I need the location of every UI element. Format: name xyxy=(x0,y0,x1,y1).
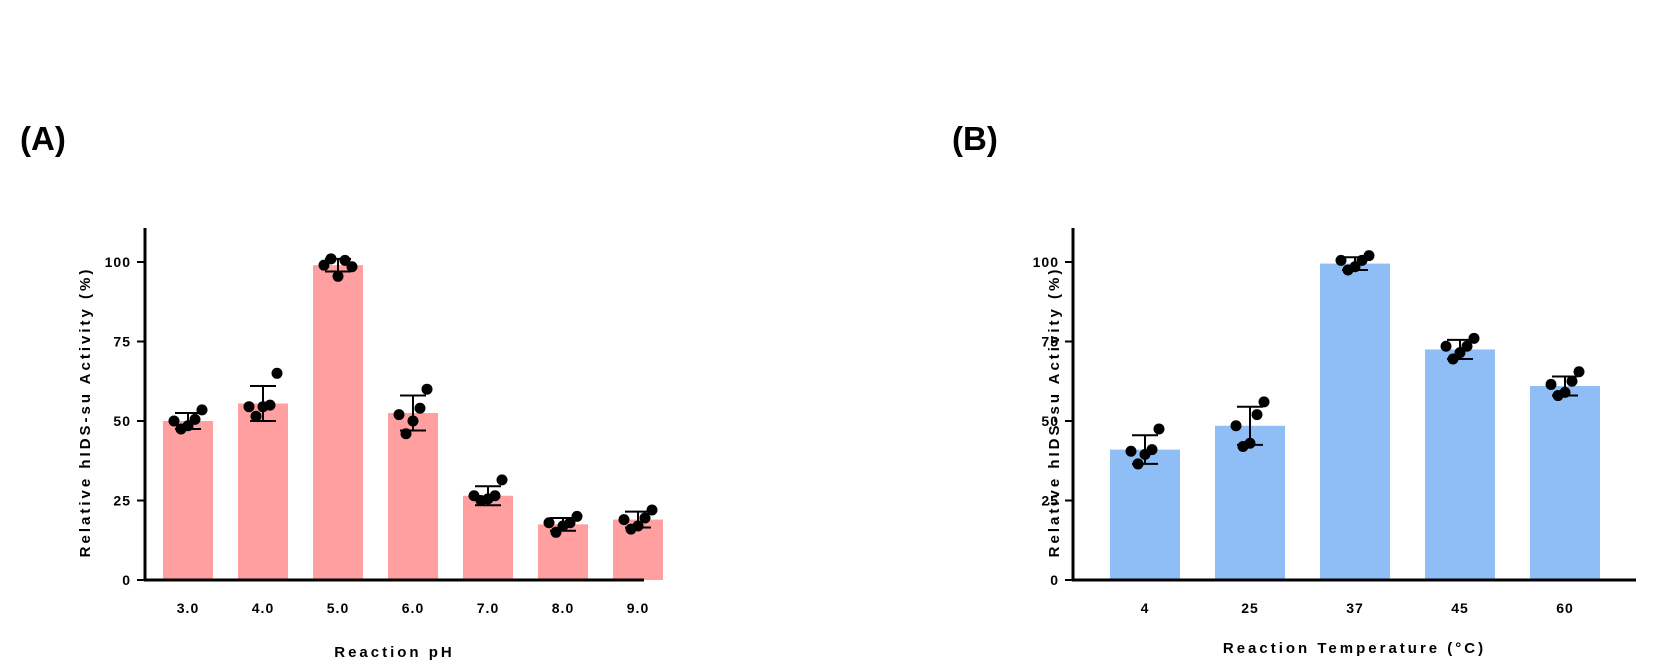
data-point xyxy=(421,383,433,395)
data-point xyxy=(243,401,255,413)
bar-3.0 xyxy=(163,421,213,580)
data-point xyxy=(496,474,508,486)
y-tick-label: 75 xyxy=(113,334,131,350)
x-tick-label: 7.0 xyxy=(477,600,499,616)
data-point xyxy=(1125,445,1137,457)
data-point xyxy=(1454,347,1466,359)
x-tick-label: 8.0 xyxy=(552,600,574,616)
data-point xyxy=(346,261,358,273)
data-point xyxy=(182,420,194,432)
data-point xyxy=(1468,332,1480,344)
data-point xyxy=(414,402,426,414)
bar-6.0 xyxy=(388,413,438,580)
data-point xyxy=(564,517,576,529)
y-tick-label: 100 xyxy=(1033,254,1059,270)
data-point xyxy=(339,254,351,266)
x-tick-label: 25 xyxy=(1241,600,1259,616)
data-point xyxy=(632,520,644,532)
bar-45 xyxy=(1425,349,1495,580)
y-tick-label: 100 xyxy=(105,254,131,270)
y-tick-label: 25 xyxy=(113,493,131,509)
data-point xyxy=(264,399,276,411)
x-tick-label: 6.0 xyxy=(402,600,424,616)
data-point xyxy=(489,490,501,502)
y-axis-title: Relative hIDS-su Activity (%) xyxy=(1046,267,1063,558)
x-axis-title: Reaction Temperature (°C) xyxy=(1223,640,1486,657)
panel-label-b: (B) xyxy=(952,120,998,157)
data-point xyxy=(325,253,337,265)
y-tick-label: 0 xyxy=(122,572,131,588)
x-tick-label: 9.0 xyxy=(627,600,649,616)
chart-b-reaction-temperature: 0 25 50 75 100 4 25 37 45 60 Reaction Temperature … xyxy=(1033,228,1636,657)
data-point xyxy=(1251,409,1263,421)
data-point xyxy=(1461,340,1473,352)
data-point xyxy=(1559,386,1571,398)
data-point xyxy=(1132,458,1144,470)
x-axis-title: Reaction pH xyxy=(334,644,455,661)
data-point xyxy=(639,512,651,524)
data-point xyxy=(550,526,562,538)
x-tick-label: 45 xyxy=(1451,600,1469,616)
x-tick-label: 4.0 xyxy=(252,600,274,616)
data-point xyxy=(1146,444,1158,456)
data-point xyxy=(1349,261,1361,273)
data-point xyxy=(543,517,555,529)
bar-4 xyxy=(1110,449,1180,580)
y-axis-title: Relative hIDS-su Activity (%) xyxy=(77,267,94,558)
bar-25 xyxy=(1215,425,1285,580)
data-point xyxy=(271,367,283,379)
panel-label-a: (A) xyxy=(20,120,66,157)
y-tick-label: 75 xyxy=(1041,334,1059,350)
bar-37 xyxy=(1320,263,1390,580)
data-point xyxy=(407,415,419,427)
data-point xyxy=(318,259,330,271)
chart-a-reaction-ph: 0 25 50 75 100 3.0 4.0 5.0 6.0 7.0 8.0 9.0 Reaction … xyxy=(77,228,663,661)
x-tick-label: 37 xyxy=(1346,600,1364,616)
y-tick-label: 25 xyxy=(1041,493,1059,509)
x-tick-label: 4 xyxy=(1141,600,1150,616)
data-point xyxy=(393,409,405,421)
data-point xyxy=(1573,366,1585,378)
data-point xyxy=(1230,420,1242,432)
x-tick-label: 3.0 xyxy=(177,600,199,616)
data-point xyxy=(196,404,208,416)
x-tick-label: 60 xyxy=(1556,600,1574,616)
data-point xyxy=(1447,353,1459,365)
bar-8.0 xyxy=(538,524,588,580)
bar-60 xyxy=(1530,386,1600,580)
data-point xyxy=(1363,250,1375,262)
data-point xyxy=(571,510,583,522)
bar-5.0 xyxy=(313,265,363,580)
data-point xyxy=(1545,378,1557,390)
data-point xyxy=(400,428,412,440)
bar-7.0 xyxy=(463,495,513,580)
data-point xyxy=(1258,396,1270,408)
data-point xyxy=(1440,340,1452,352)
data-point xyxy=(189,413,201,425)
data-point xyxy=(332,270,344,282)
data-point xyxy=(1335,254,1347,266)
y-tick-label: 0 xyxy=(1050,572,1059,588)
x-tick-label: 5.0 xyxy=(327,600,349,616)
data-point xyxy=(1244,437,1256,449)
data-point xyxy=(250,410,262,422)
data-point xyxy=(1153,423,1165,435)
data-point xyxy=(618,514,630,526)
y-tick-label: 50 xyxy=(1041,413,1059,429)
bar-4.0 xyxy=(238,403,288,580)
data-point xyxy=(1566,375,1578,387)
data-point xyxy=(168,415,180,427)
y-tick-label: 50 xyxy=(113,413,131,429)
data-point xyxy=(646,504,658,516)
